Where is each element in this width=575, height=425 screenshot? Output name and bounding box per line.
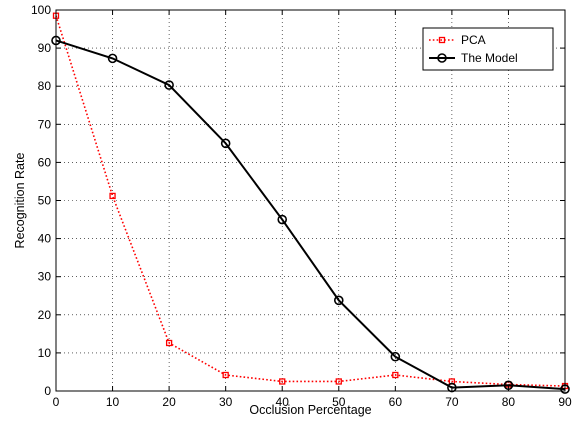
x-tick-label: 20 xyxy=(162,395,176,409)
model-point-marker xyxy=(333,295,344,306)
pca-point-marker xyxy=(222,371,229,379)
y-tick-label: 30 xyxy=(38,270,52,284)
series-layer xyxy=(51,12,570,394)
model-point-marker xyxy=(437,53,447,63)
model-point-marker xyxy=(220,138,231,149)
y-tick-label: 90 xyxy=(38,41,52,55)
x-tick-label: 70 xyxy=(445,395,459,409)
x-tick-label: 60 xyxy=(389,395,403,409)
pca-point-marker xyxy=(335,378,342,385)
legend-label-the-model: The Model xyxy=(461,51,518,65)
pca-point-marker xyxy=(165,339,173,347)
x-tick-label: 30 xyxy=(219,395,233,409)
series-the-model xyxy=(51,35,570,394)
the-model-line xyxy=(55,39,566,391)
axis-ticks: 0 10 20 30 40 50 60 70 80 90 0 10 20 30 40 50 60 70 80 90 10… xyxy=(31,3,572,409)
x-tick-label: 50 xyxy=(332,395,346,409)
model-point-marker xyxy=(390,351,401,362)
y-tick-label: 20 xyxy=(38,308,52,322)
x-tick-label: 80 xyxy=(502,395,516,409)
model-point-marker xyxy=(164,80,174,90)
pca-point-marker xyxy=(438,36,446,44)
y-axis-label: Recognition Rate xyxy=(13,153,27,249)
x-tick-label: 40 xyxy=(276,395,290,409)
y-tick-label: 80 xyxy=(38,79,52,93)
x-axis-label: Occlusion Percentage xyxy=(249,403,371,417)
y-tick-label: 50 xyxy=(38,194,52,208)
pca-point-marker xyxy=(109,192,116,200)
x-tick-label: 10 xyxy=(106,395,120,409)
y-tick-label: 70 xyxy=(38,117,52,131)
pca-point-marker xyxy=(392,371,399,379)
legend-box xyxy=(422,27,554,71)
x-tick-label: 0 xyxy=(53,395,60,409)
model-point-marker xyxy=(277,214,288,225)
pca-point-marker xyxy=(279,378,286,385)
legend-label-pca: PCA xyxy=(461,33,486,47)
y-tick-label: 10 xyxy=(38,346,52,360)
y-tick-label: 100 xyxy=(31,3,51,17)
model-point-marker xyxy=(447,382,457,393)
y-tick-label: 0 xyxy=(44,384,51,398)
model-point-marker xyxy=(107,53,118,64)
y-tick-label: 40 xyxy=(38,232,52,246)
y-tick-label: 60 xyxy=(38,155,52,169)
legend: PCA The Model xyxy=(422,27,554,71)
x-tick-label: 90 xyxy=(558,395,572,409)
